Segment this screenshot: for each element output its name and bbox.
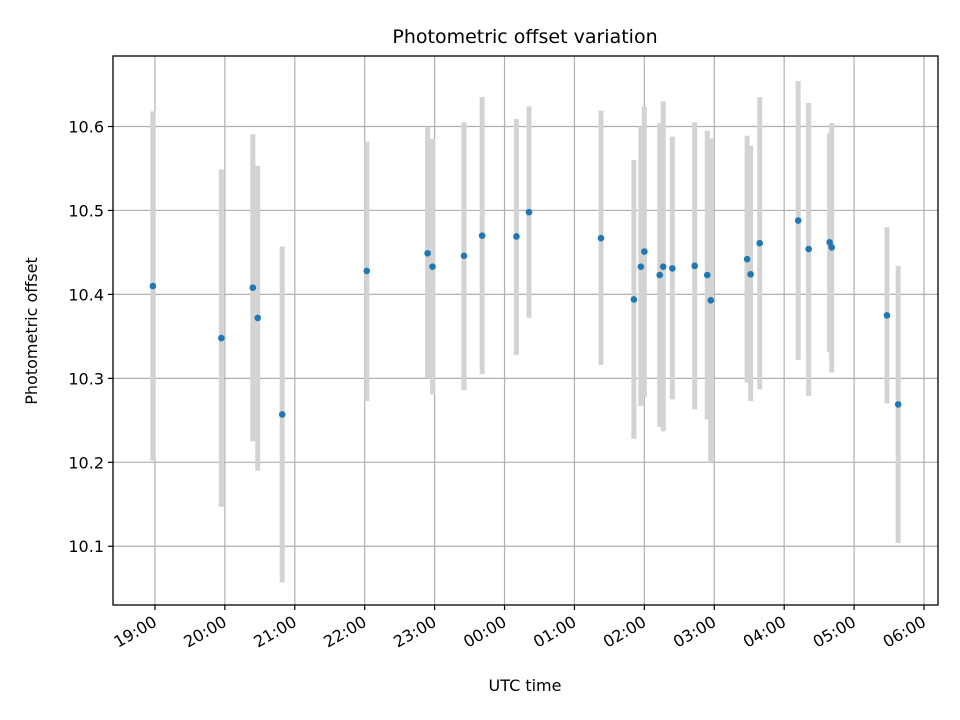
data-point — [828, 244, 836, 251]
data-point — [805, 245, 812, 253]
data-point — [630, 296, 638, 303]
x-tick-label: 04:00 — [740, 612, 789, 652]
data-point — [363, 267, 371, 275]
x-tick-label: 23:00 — [390, 612, 439, 652]
data-point — [641, 248, 648, 255]
data-point — [883, 312, 891, 319]
y-tick-label: 10.4 — [68, 285, 104, 304]
data-point — [429, 263, 436, 271]
data-point — [513, 233, 520, 240]
error-bar-layer — [150, 81, 901, 583]
y-tick-label: 10.6 — [68, 118, 104, 137]
x-tick-label: 20:00 — [180, 612, 229, 652]
data-point-layer — [149, 208, 902, 418]
data-point — [707, 296, 715, 304]
x-tick-label: 02:00 — [600, 612, 649, 652]
x-tick-label: 00:00 — [460, 612, 509, 652]
data-point — [278, 411, 286, 418]
x-tick-label: 22:00 — [320, 612, 369, 652]
x-tick-label: 21:00 — [250, 612, 299, 652]
data-point — [249, 284, 257, 291]
data-point — [656, 271, 664, 279]
data-point — [894, 401, 902, 408]
data-point — [691, 262, 698, 270]
data-point — [597, 234, 605, 242]
data-point — [525, 208, 533, 216]
axes-frame — [112, 55, 939, 606]
chart-title: Photometric offset variation — [392, 26, 657, 48]
x-tick-label: 19:00 — [111, 612, 160, 652]
data-point — [149, 282, 157, 290]
data-point — [218, 334, 225, 342]
grid-layer — [113, 56, 938, 605]
x-tick-label: 03:00 — [670, 612, 719, 652]
y-tick-label: 10.3 — [68, 369, 104, 388]
data-point — [703, 271, 711, 279]
data-point — [747, 270, 754, 278]
x-tick-label: 05:00 — [810, 612, 859, 652]
data-point — [460, 252, 468, 260]
x-axis-title: UTC time — [489, 676, 562, 695]
y-tick-label: 10.1 — [68, 537, 104, 556]
x-tick-label: 01:00 — [530, 612, 579, 652]
data-point — [826, 239, 833, 246]
data-point — [424, 249, 431, 257]
y-tick-label: 10.2 — [68, 453, 104, 472]
data-point — [756, 239, 764, 247]
data-point — [659, 263, 667, 271]
data-point — [637, 263, 645, 271]
x-tick-label: 06:00 — [880, 612, 929, 652]
data-point — [478, 232, 486, 239]
data-point — [743, 255, 751, 263]
plot-border — [112, 55, 939, 606]
y-axis-title: Photometric offset — [22, 257, 41, 405]
data-point — [794, 217, 802, 224]
data-point — [254, 314, 262, 322]
data-point — [669, 265, 676, 272]
y-tick-label: 10.5 — [68, 201, 104, 220]
